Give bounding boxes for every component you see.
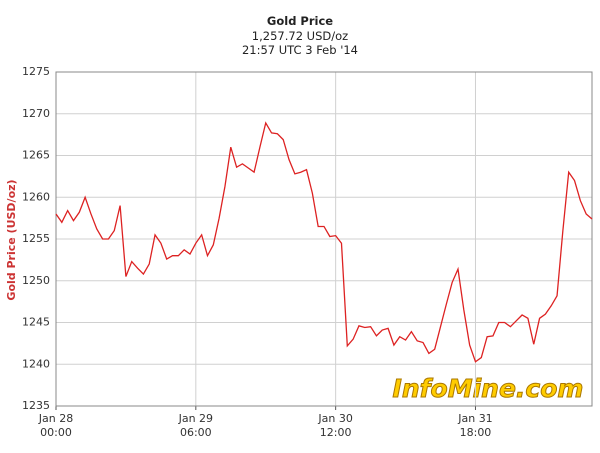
timestamp: 21:57 UTC 3 Feb '14 — [241, 43, 359, 57]
chart-title: Gold Price — [266, 14, 334, 28]
y-tick-label: 1275 — [22, 65, 50, 78]
x-tick-label: Jan 29 06:00 — [178, 412, 214, 439]
y-tick-label: 1240 — [22, 357, 50, 370]
chart-subtitle: 1,257.72 USD/oz — [251, 29, 349, 43]
y-tick-label: 1265 — [22, 149, 50, 162]
y-tick-label: 1255 — [22, 232, 50, 245]
watermark: InfoMine.com — [393, 374, 584, 403]
y-tick-label: 1270 — [22, 107, 50, 120]
y-axis-label: Gold Price (USD/oz) — [5, 179, 18, 300]
y-tick-label: 1260 — [22, 190, 50, 203]
x-tick-label: Jan 28 00:00 — [38, 412, 74, 439]
x-tick-label: Jan 31 18:00 — [458, 412, 493, 439]
plot-frame — [55, 71, 593, 407]
price-line — [55, 121, 593, 363]
y-tick-label: 1250 — [22, 274, 50, 287]
x-tick-label: Jan 30 12:00 — [318, 412, 353, 439]
y-tick-label: 1245 — [22, 316, 50, 329]
y-tick-label: 1235 — [22, 399, 50, 412]
